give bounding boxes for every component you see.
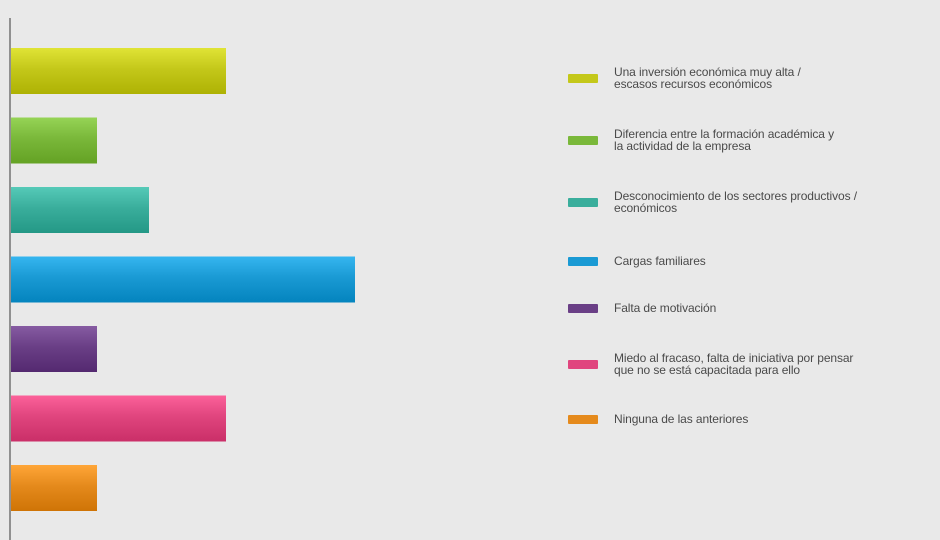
legend-item-4: Cargas familiares	[568, 255, 934, 267]
legend-swatch-6	[568, 359, 598, 369]
legend: Una inversión económica muy alta / escaso…	[568, 0, 940, 540]
legend-item-7: Ninguna de las anteriores	[568, 413, 934, 425]
legend-swatch-5	[568, 303, 598, 313]
legend-swatch-2	[568, 135, 598, 145]
legend-label-2: Diferencia entre la formación académica …	[614, 127, 835, 153]
legend-item-5: Falta de motivación	[568, 302, 934, 314]
legend-item-3: Desconocimiento de los sectores producti…	[568, 190, 934, 214]
legend-item-2: Diferencia entre la formación académica …	[568, 128, 934, 152]
legend-label-4: Cargas familiares	[614, 254, 706, 268]
bar-1	[11, 48, 226, 94]
legend-item-1: Una inversión económica muy alta / escaso…	[568, 66, 934, 90]
bar-4	[11, 256, 355, 303]
bar-7	[11, 465, 97, 511]
bar-6	[11, 395, 226, 442]
bar-5	[11, 326, 97, 372]
bars-group	[11, 48, 355, 511]
bar-3	[11, 187, 149, 233]
legend-item-6: Miedo al fracaso, falta de iniciativa po…	[568, 352, 934, 376]
legend-swatch-4	[568, 256, 598, 266]
legend-label-1: Una inversión económica muy alta / escaso…	[614, 65, 801, 91]
legend-label-7: Ninguna de las anteriores	[614, 412, 749, 426]
legend-swatch-7	[568, 414, 598, 424]
bar-2	[11, 117, 97, 164]
legend-swatch-3	[568, 197, 598, 207]
legend-swatch-1	[568, 73, 598, 83]
legend-label-3: Desconocimiento de los sectores producti…	[614, 189, 857, 215]
bar-chart	[9, 18, 355, 540]
legend-label-5: Falta de motivación	[614, 301, 717, 315]
legend-label-6: Miedo al fracaso, falta de iniciativa po…	[614, 351, 854, 377]
